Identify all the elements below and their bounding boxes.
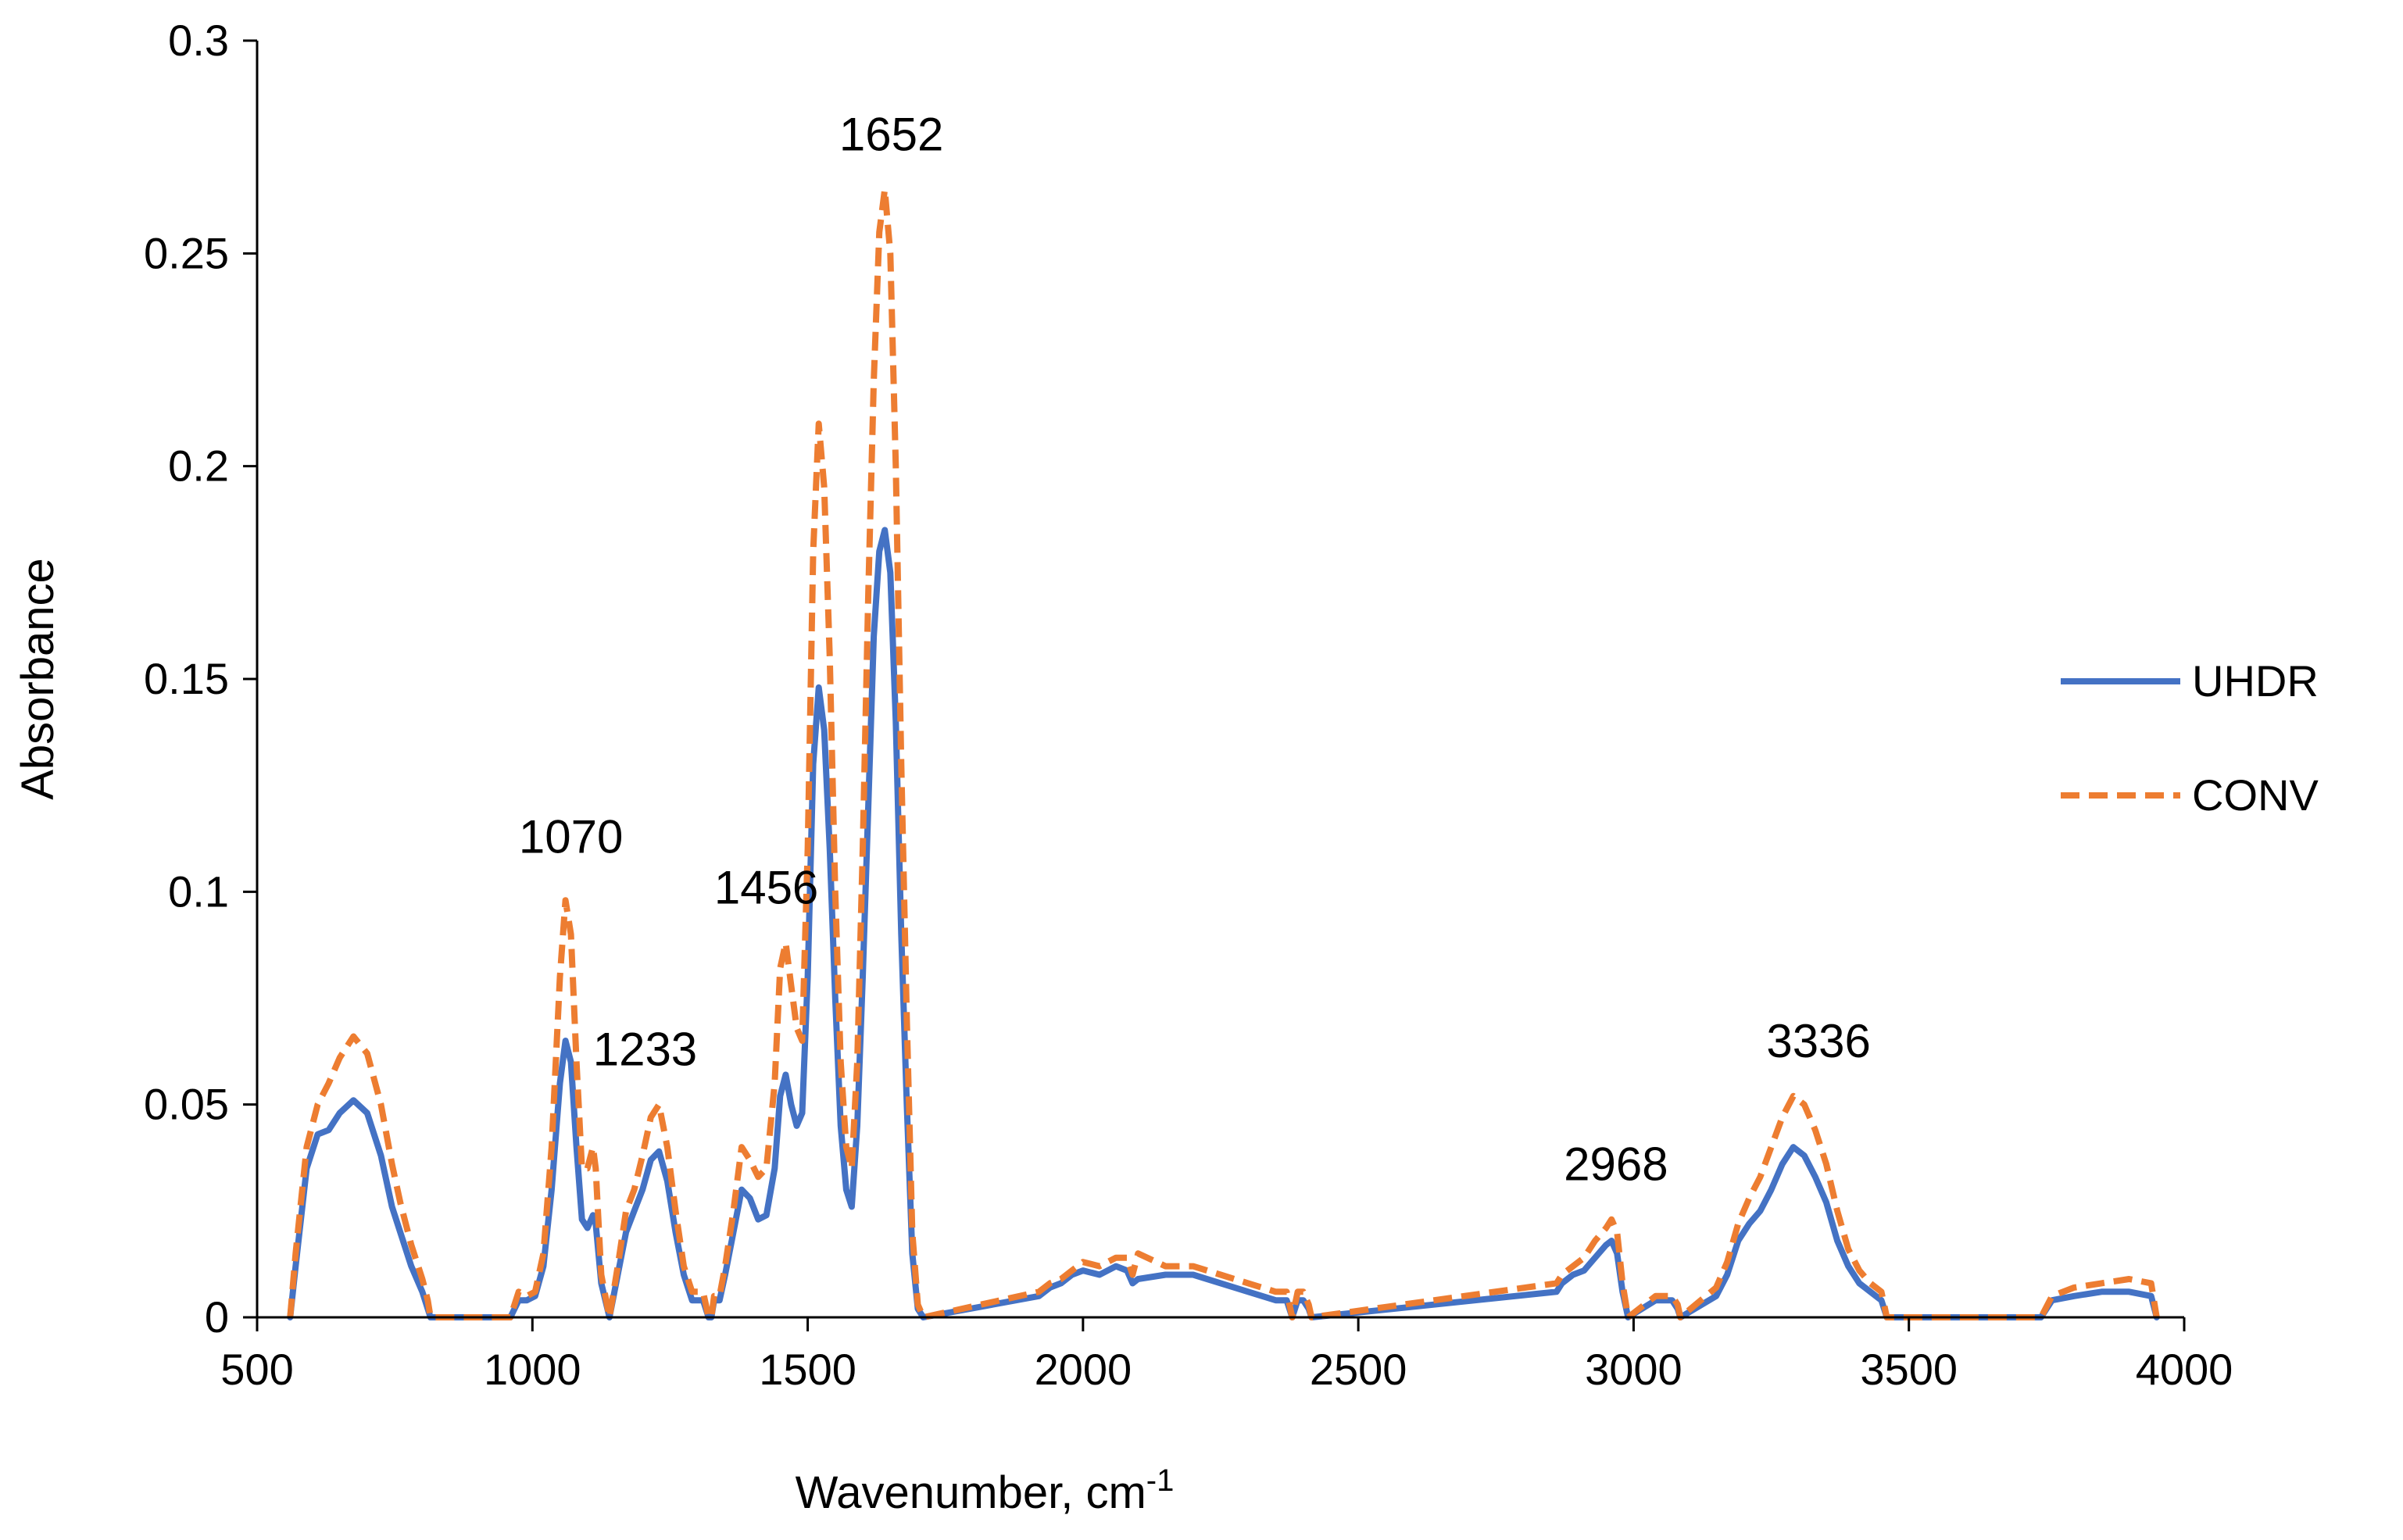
- peak-label: 1652: [839, 109, 943, 161]
- legend: UHDR CONV: [2061, 656, 2319, 820]
- peak-annotations: 1070 1233 1456 1652 2968 3336: [519, 109, 1871, 1191]
- y-tick-label: 0.3: [168, 16, 229, 65]
- x-tick-label: 1000: [484, 1345, 581, 1394]
- y-tick-label: 0.2: [168, 441, 229, 491]
- x-tick-label: 4000: [2136, 1345, 2233, 1394]
- y-tick-label: 0.15: [144, 654, 229, 703]
- y-tick-label: 0.25: [144, 228, 229, 277]
- y-tick-label: 0.1: [168, 866, 229, 916]
- peak-label: 2968: [1564, 1138, 1668, 1191]
- x-tick-label: 1500: [759, 1345, 856, 1394]
- x-tick-label: 2000: [1035, 1345, 1132, 1394]
- x-axis-title: Wavenumber, cm-1: [796, 1463, 1175, 1518]
- peak-label: 1456: [714, 862, 818, 914]
- peak-label: 3336: [1766, 1015, 1870, 1067]
- legend-label-uhdr: UHDR: [2192, 656, 2319, 706]
- y-axis-title: Absorbance: [13, 558, 63, 800]
- x-tick-label: 500: [220, 1345, 293, 1394]
- x-tick-label: 2500: [1310, 1345, 1407, 1394]
- plot-area: [287, 186, 2160, 1320]
- series-line-conv: [287, 186, 2160, 1320]
- peak-label: 1233: [593, 1024, 697, 1076]
- x-tick-label: 3000: [1585, 1345, 1682, 1394]
- series-layer: [287, 186, 2160, 1320]
- x-axis-ticks: 500 1000 1500 2000 2500 3000 3500 4000: [220, 1317, 2233, 1394]
- y-tick-label: 0: [205, 1292, 229, 1342]
- y-axis-ticks: 0 0.05 0.1 0.15 0.2 0.25 0.3: [144, 16, 257, 1342]
- y-tick-label: 0.05: [144, 1080, 229, 1129]
- legend-label-conv: CONV: [2192, 770, 2319, 820]
- x-axis-title-superscript: -1: [1146, 1463, 1175, 1498]
- series-line-uhdr: [287, 527, 2160, 1320]
- x-tick-label: 3500: [1860, 1345, 1958, 1394]
- peak-label: 1070: [519, 810, 623, 863]
